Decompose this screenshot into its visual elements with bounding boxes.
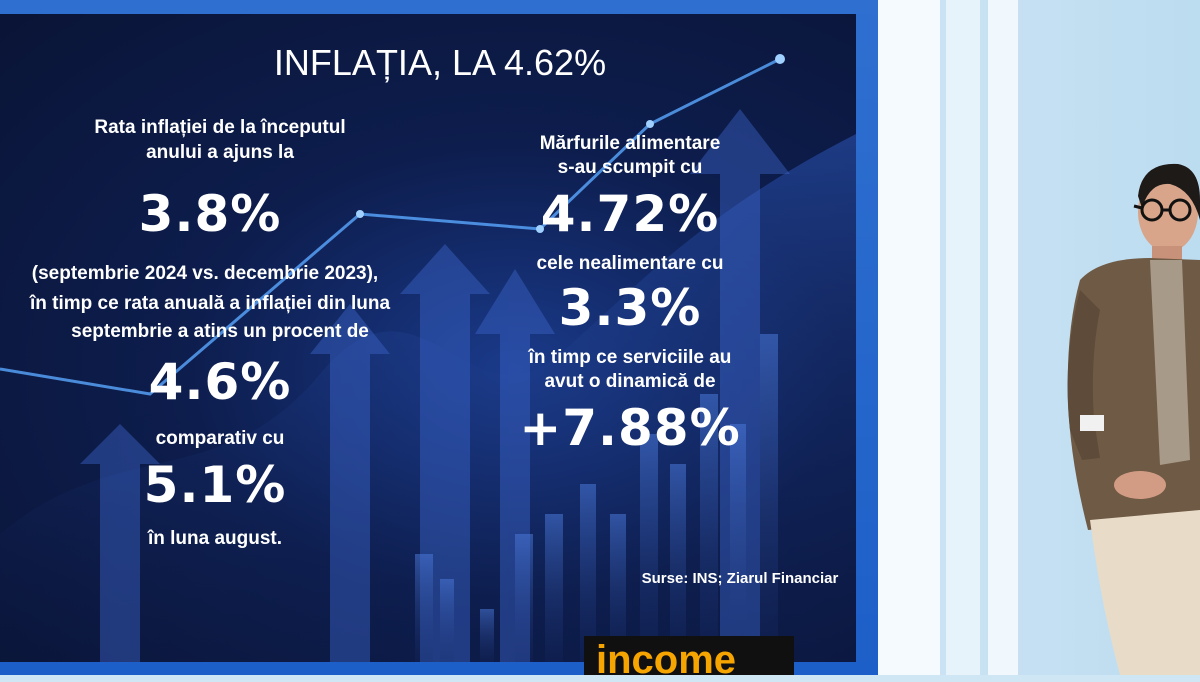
ytd-inflation-value: 3.8%: [138, 185, 282, 243]
background-chart-art: [0, 54, 856, 662]
food-prices-value: 4.72%: [540, 185, 720, 243]
channel-logo-bar: income: [584, 636, 794, 680]
right-text-line: în timp ce serviciile au: [528, 347, 732, 368]
right-text-line: s-au scumpit cu: [557, 157, 703, 178]
left-text-line: anului a ajuns la: [146, 142, 294, 163]
left-text-line: (septembrie 2024 vs. decembrie 2023),: [31, 263, 379, 284]
right-text-line: avut o dinamică de: [544, 371, 716, 392]
studio-panel: [988, 0, 1018, 675]
presenter-figure: [1067, 163, 1200, 675]
studio-panel: [946, 0, 980, 675]
slide: INFLAȚIA, LA 4.62% Rata inflației de la …: [0, 14, 856, 662]
left-text-line: în luna august.: [147, 528, 283, 549]
right-text-line: cele nealimentare cu: [536, 253, 724, 274]
left-text-line: septembrie a atins un procent de: [71, 321, 369, 342]
video-wall-screen: INFLAȚIA, LA 4.62% Rata inflației de la …: [0, 0, 878, 675]
source-note: Surse: INS; Ziarul Financiar: [641, 570, 839, 587]
august-inflation-value: 5.1%: [143, 456, 287, 514]
studio-panel: [878, 0, 940, 675]
left-text-line: în timp ce rata anuală a inflației din l…: [29, 293, 391, 314]
channel-logo: income: [596, 638, 737, 682]
annual-inflation-value: 4.6%: [148, 353, 292, 411]
right-text-line: Mărfurile alimentare: [539, 133, 721, 154]
slide-title: INFLAȚIA, LA 4.62%: [273, 42, 607, 83]
left-text-line: Rata inflației de la începutul: [94, 117, 346, 138]
services-prices-value: +7.88%: [519, 399, 741, 457]
non-food-prices-value: 3.3%: [558, 279, 702, 337]
left-text-line: comparativ cu: [155, 428, 285, 449]
